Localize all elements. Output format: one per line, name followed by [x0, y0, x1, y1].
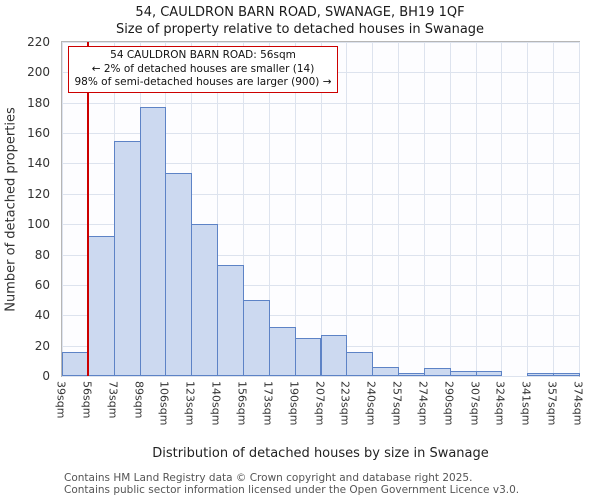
x-tick-label: 257sqm — [390, 381, 404, 426]
x-tick-label: 39sqm — [54, 381, 68, 419]
x-tick-label: 223sqm — [338, 381, 352, 426]
gridline-horizontal — [62, 315, 579, 317]
annotation-line-1: 54 CAULDRON BARN ROAD: 56sqm — [110, 49, 296, 61]
gridline-horizontal — [62, 133, 579, 135]
footer-attribution-1: Contains HM Land Registry data © Crown c… — [64, 472, 473, 484]
x-tick-label: 156sqm — [235, 381, 249, 426]
gridline-vertical — [475, 42, 477, 376]
bar-140sqm — [217, 265, 244, 376]
y-tick-label: 80 — [34, 247, 50, 262]
y-axis-ticks: 0 20 40 60 80 100 120 140 160 180 200 220 — [0, 35, 56, 383]
gridline-vertical — [449, 42, 451, 376]
gridline-vertical — [320, 42, 322, 376]
y-tick-label: 180 — [27, 95, 50, 110]
y-tick-label: 40 — [34, 308, 50, 323]
gridline-vertical — [527, 42, 529, 376]
gridline-vertical — [553, 42, 555, 376]
y-tick-label: 100 — [27, 217, 50, 232]
bar-89sqm — [139, 107, 167, 376]
bar-123sqm — [191, 224, 219, 376]
gridline-horizontal — [62, 284, 579, 286]
bar-106sqm — [165, 172, 193, 376]
bar-190sqm — [294, 338, 322, 376]
gridline-horizontal — [62, 193, 579, 195]
bar-357sqm — [553, 372, 580, 376]
x-tick-label: 56sqm — [80, 381, 94, 419]
bar-290sqm — [449, 371, 477, 376]
gridline-vertical — [346, 42, 348, 376]
gridline-vertical — [217, 42, 219, 376]
bar-73sqm — [113, 140, 141, 376]
plot-area: 54 CAULDRON BARN ROAD: 56sqm ← 2% of det… — [61, 41, 580, 377]
y-tick-label: 220 — [27, 35, 50, 49]
annotation-line-2: ← 2% of detached houses are smaller (14) — [91, 62, 315, 75]
y-tick-label: 20 — [34, 338, 50, 353]
x-tick-label: 274sqm — [416, 381, 430, 426]
x-tick-label: 290sqm — [442, 381, 456, 426]
gridline-horizontal — [62, 163, 579, 165]
y-tick-label: 160 — [27, 126, 50, 141]
gridline-horizontal — [62, 102, 579, 104]
gridline-vertical — [501, 42, 503, 376]
y-tick-label: 200 — [27, 65, 50, 80]
y-tick-label: 0 — [42, 369, 50, 383]
bar-274sqm — [423, 368, 451, 376]
gridline-vertical — [423, 42, 425, 376]
bar-240sqm — [372, 366, 400, 376]
bar-207sqm — [320, 335, 348, 376]
gridline-vertical — [579, 42, 580, 376]
x-tick-label: 374sqm — [571, 381, 585, 426]
y-tick-label: 60 — [34, 277, 50, 292]
y-tick-label: 120 — [27, 186, 50, 201]
gridline-horizontal — [62, 42, 579, 43]
footer-attribution-2: Contains public sector information licen… — [64, 484, 520, 496]
gridline-vertical — [268, 42, 270, 376]
gridline-vertical — [62, 42, 63, 376]
bar-307sqm — [475, 371, 503, 376]
bar-257sqm — [398, 372, 425, 376]
subject-property-marker-line — [87, 42, 89, 376]
gridline-horizontal — [62, 254, 579, 256]
x-tick-label: 140sqm — [209, 381, 223, 426]
x-tick-label: 240sqm — [364, 381, 378, 426]
annotation-line-3: 98% of semi-detached houses are larger (… — [74, 76, 332, 89]
x-tick-label: 106sqm — [157, 381, 171, 426]
gridline-vertical — [294, 42, 296, 376]
x-tick-label: 307sqm — [468, 381, 482, 426]
x-tick-label: 324sqm — [493, 381, 507, 426]
gridline-horizontal — [62, 376, 579, 377]
bar-341sqm — [527, 372, 555, 376]
x-tick-label: 190sqm — [287, 381, 301, 426]
bar-39sqm — [62, 351, 89, 376]
x-tick-label: 357sqm — [545, 381, 559, 426]
gridline-horizontal — [62, 224, 579, 226]
bar-223sqm — [346, 351, 374, 376]
gridline-vertical — [398, 42, 400, 376]
x-tick-label: 73sqm — [106, 381, 120, 419]
x-tick-label: 123sqm — [183, 381, 197, 426]
y-tick-label: 140 — [27, 156, 50, 171]
chart-subtitle: Size of property relative to detached ho… — [115, 22, 485, 37]
bar-156sqm — [242, 300, 270, 376]
annotation-box: 54 CAULDRON BARN ROAD: 56sqm ← 2% of det… — [68, 46, 338, 93]
x-axis-label: Distribution of detached houses by size … — [152, 446, 489, 461]
bar-56sqm — [87, 236, 115, 376]
x-tick-label: 207sqm — [313, 381, 326, 426]
gridline-vertical — [242, 42, 244, 376]
x-axis-ticks: 39sqm 56sqm 73sqm 89sqm 106sqm 123sqm 140sqm 15… — [55, 377, 585, 439]
bar-173sqm — [268, 327, 296, 376]
x-tick-label: 89sqm — [132, 381, 146, 419]
gridline-vertical — [372, 42, 374, 376]
chart-title: 54, CAULDRON BARN ROAD, SWANAGE, BH19 1Q… — [135, 5, 465, 20]
x-tick-label: 173sqm — [261, 381, 275, 426]
x-tick-label: 341sqm — [519, 381, 533, 426]
